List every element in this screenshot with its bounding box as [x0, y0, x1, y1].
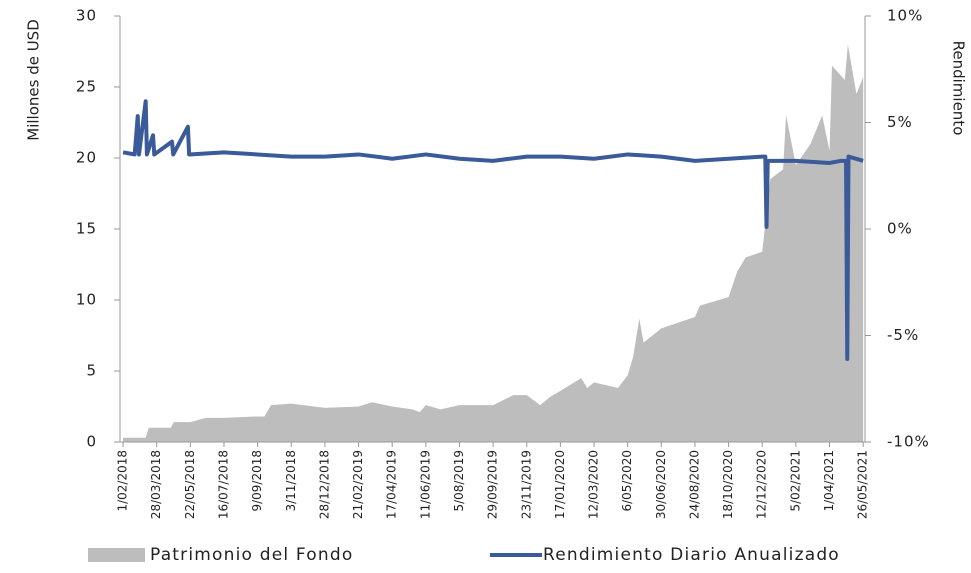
x-tick-label: 18/10/2020 [721, 450, 735, 519]
y2-tick-label: -10% [887, 433, 930, 451]
x-tick-label: 6/05/2020 [620, 450, 634, 512]
x-tick-label: 11/06/2019 [418, 450, 432, 519]
x-tick-label: 21/02/2019 [351, 450, 365, 519]
x-tick-label: 28/12/2018 [317, 450, 331, 519]
x-tick-label: 22/05/2018 [183, 450, 197, 519]
x-tick-label: 16/07/2018 [216, 450, 230, 519]
line [122, 99, 864, 361]
y2-tick-label: 5% [887, 113, 913, 131]
x-tick-label: 17/04/2019 [385, 450, 399, 519]
y2-axis-label: Rendimiento [950, 41, 968, 136]
x-tick-label: 1/02/2018 [116, 450, 130, 512]
x-tick-label: 28/03/2018 [149, 450, 163, 519]
legend-label: Patrimonio del Fondo [150, 545, 353, 565]
x-tick-label: 30/06/2020 [654, 450, 668, 519]
y-tick-label: 30 [76, 7, 97, 25]
area [123, 44, 864, 443]
x-tick-label: 17/01/2020 [553, 450, 567, 519]
y-tick-label: 10 [76, 291, 97, 309]
x-tick-label: 23/11/2019 [519, 450, 533, 519]
x-tick-label: 3/11/2018 [284, 450, 298, 512]
x-tick-label: 29/09/2019 [486, 450, 500, 519]
y2-tick-label: 0% [887, 220, 913, 238]
y-tick-label: 25 [76, 78, 97, 96]
y-tick-label: 15 [76, 220, 97, 238]
y-axis-label: Millones de USD [25, 19, 43, 141]
x-tick-label: 26/05/2021 [856, 450, 870, 519]
y-tick-label: 5 [86, 362, 97, 380]
y2-tick-label: -5% [887, 326, 919, 344]
legend-label: Rendimiento Diario Anualizado [543, 545, 840, 565]
x-tick-label: 24/08/2020 [687, 450, 701, 519]
y-tick-label: 0 [86, 433, 97, 451]
x-tick-label: 5/08/2019 [452, 450, 466, 512]
y2-tick-label: 10% [887, 7, 923, 25]
x-tick-label: 5/02/2021 [788, 450, 802, 512]
x-tick-label: 12/03/2020 [587, 450, 601, 519]
x-tick-label: 1/04/2021 [822, 450, 836, 512]
legend-swatch [88, 548, 145, 562]
x-tick-label: 9/09/2018 [250, 450, 264, 512]
x-tick-label: 12/12/2020 [755, 450, 769, 519]
y-tick-label: 20 [76, 149, 97, 167]
